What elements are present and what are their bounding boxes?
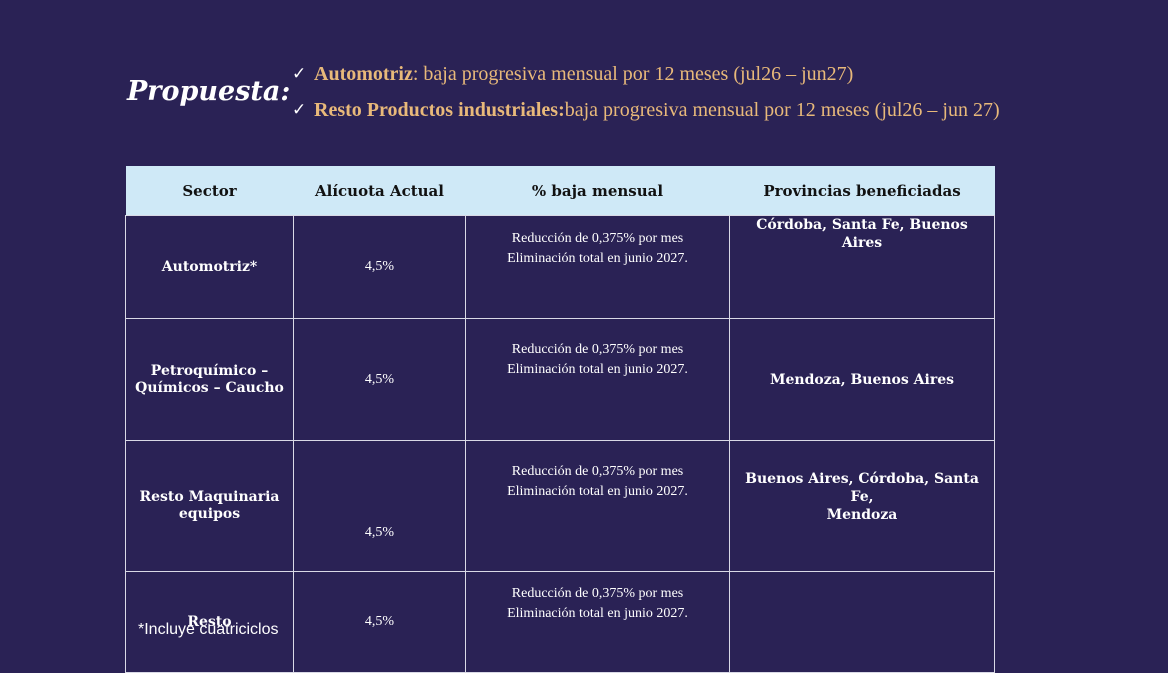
footnote: *Incluye cuatriciclos <box>138 621 279 638</box>
cell-sector: Petroquímico – Químicos – Caucho <box>125 318 294 441</box>
proposal-title: Propuesta: <box>127 76 291 107</box>
cell-current-rate: 4,5% <box>293 318 466 441</box>
cell-provinces <box>729 571 995 673</box>
cell-sector: Resto Maquinaria equipos <box>125 440 294 572</box>
cell-monthly-reduction: Reducción de 0,375% por mes Eliminación … <box>465 215 730 319</box>
header-provinces: Provincias beneficiadas <box>729 166 995 216</box>
cell-provinces: Buenos Aires, Córdoba, Santa Fe, Mendoza <box>729 440 995 572</box>
table-row: Automotriz* 4,5% Reducción de 0,375% por… <box>125 215 995 319</box>
cell-provinces: Córdoba, Santa Fe, Buenos Aires <box>729 215 995 319</box>
header-current-rate: Alícuota Actual <box>293 166 466 216</box>
header-monthly-reduction: % baja mensual <box>465 166 730 216</box>
cell-current-rate: 4,5% <box>293 571 466 673</box>
bullet-text: baja progresiva mensual por 12 meses (ju… <box>564 98 1000 121</box>
cell-provinces: Mendoza, Buenos Aires <box>729 318 995 441</box>
checkmark-icon: ✓ <box>292 64 307 83</box>
table-row: Resto Maquinaria equipos 4,5% Reducción … <box>125 440 995 572</box>
table-header-row: Sector Alícuota Actual % baja mensual Pr… <box>125 166 995 216</box>
table-row: Petroquímico – Químicos – Caucho 4,5% Re… <box>125 318 995 441</box>
bullet-title: Resto Productos industriales: <box>314 98 565 121</box>
cell-monthly-reduction: Reducción de 0,375% por mes Eliminación … <box>465 571 730 673</box>
cell-monthly-reduction: Reducción de 0,375% por mes Eliminación … <box>465 440 730 572</box>
cell-current-rate: 4,5% <box>293 215 466 319</box>
cell-monthly-reduction: Reducción de 0,375% por mes Eliminación … <box>465 318 730 441</box>
checkmark-icon: ✓ <box>292 100 307 119</box>
proposal-bullet-list: ✓ Automotriz: baja progresiva mensual po… <box>292 56 1152 128</box>
bullet-text: : baja progresiva mensual por 12 meses (… <box>412 62 854 85</box>
sector-table: Sector Alícuota Actual % baja mensual Pr… <box>125 166 995 673</box>
bullet-title: Automotriz <box>314 62 413 85</box>
proposal-bullet: ✓ Automotriz: baja progresiva mensual po… <box>292 56 1152 92</box>
proposal-bullet: ✓ Resto Productos industriales: baja pro… <box>292 92 1152 128</box>
cell-sector: Automotriz* <box>125 215 294 319</box>
cell-current-rate: 4,5% <box>293 440 466 572</box>
header-sector: Sector <box>125 166 294 216</box>
